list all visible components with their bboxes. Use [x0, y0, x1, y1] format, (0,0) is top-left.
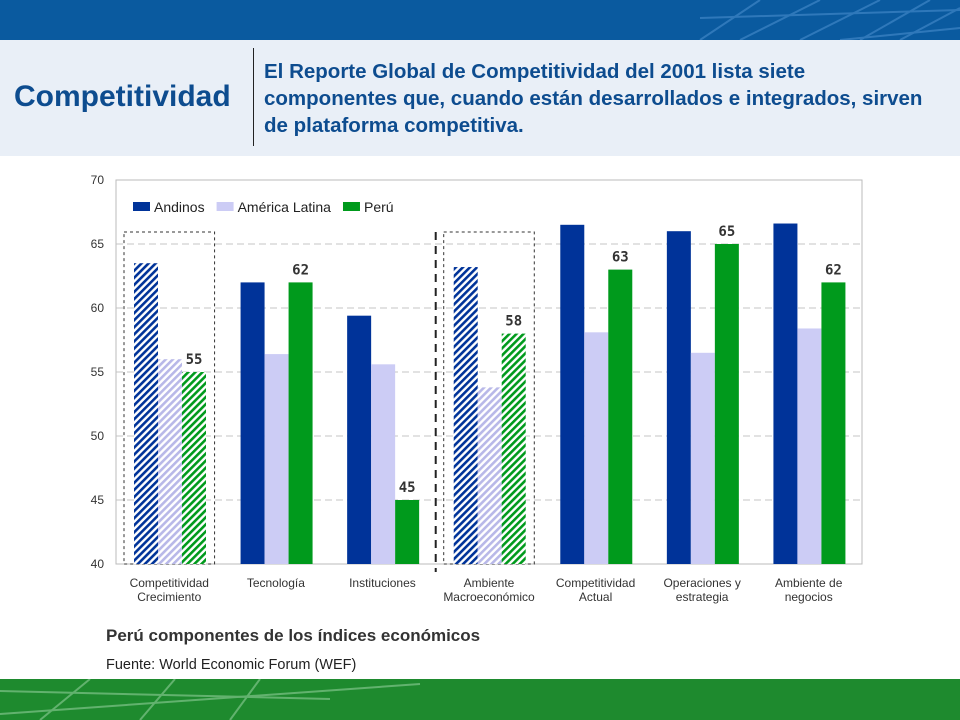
x-tick-label: Actual [579, 590, 612, 604]
highlight-box [123, 231, 216, 565]
bar-america-latina [371, 364, 396, 564]
y-tick-label: 65 [91, 237, 105, 251]
banner-pattern [699, 0, 960, 40]
bar-america-latina [797, 328, 822, 564]
x-tick-label: Ambiente [464, 576, 515, 590]
bar-andinos [134, 263, 158, 564]
bar-peru [501, 333, 526, 564]
y-tick-label: 45 [91, 493, 105, 507]
legend-swatch [133, 202, 150, 211]
y-tick-label: 70 [91, 173, 105, 187]
bar-andinos [560, 224, 585, 565]
bar-andinos [347, 315, 372, 564]
bar-andinos [453, 267, 478, 564]
data-label: 62 [825, 262, 842, 278]
top-banner [0, 0, 960, 40]
highlight-box [443, 231, 535, 565]
data-label: 63 [612, 250, 629, 266]
bar-peru [288, 282, 313, 564]
legend-swatch [216, 202, 234, 211]
bar-andinos [240, 282, 265, 564]
bar-chart: 4045505560657055CompetitividadCrecimient… [91, 173, 863, 604]
chart-title: Perú componentes de los índices económic… [106, 626, 481, 645]
bottom-banner-pattern [0, 679, 421, 720]
headline: El Reporte Global de Competitividad del … [264, 60, 923, 137]
x-tick-label: Ambiente de [775, 576, 843, 590]
x-tick-label: Operaciones y [663, 576, 740, 590]
x-tick-label: negocios [785, 590, 833, 604]
data-label: 55 [186, 352, 203, 368]
header-divider [253, 48, 254, 146]
legend-label: Perú [364, 199, 394, 215]
bar-peru [714, 244, 739, 564]
data-label: 62 [292, 262, 309, 278]
bar-america-latina [158, 359, 182, 564]
bar-andinos [773, 223, 798, 564]
y-tick-label: 60 [91, 301, 105, 315]
bottom-banner [0, 679, 960, 720]
bar-america-latina [264, 354, 289, 564]
section-title: Competitividad [14, 80, 231, 113]
x-tick-label: estrategia [676, 590, 729, 604]
bar-andinos [666, 231, 691, 564]
chart-source: Fuente: World Economic Forum (WEF) [106, 657, 357, 673]
data-label: 65 [718, 224, 735, 240]
data-label: 45 [399, 480, 416, 496]
x-tick-label: Tecnología [247, 576, 305, 590]
bar-america-latina [477, 387, 502, 564]
x-tick-label: Crecimiento [137, 590, 201, 604]
x-tick-label: Competitividad [556, 576, 635, 590]
legend-label: Andinos [154, 199, 205, 215]
data-label: 58 [505, 314, 522, 330]
y-tick-label: 40 [91, 557, 105, 571]
legend-swatch [342, 202, 360, 211]
x-tick-label: Competitividad [130, 576, 209, 590]
x-tick-label: Instituciones [349, 576, 416, 590]
bar-america-latina [584, 332, 609, 564]
legend-label: América Latina [238, 199, 332, 215]
bar-peru [395, 500, 420, 564]
bar-america-latina [690, 352, 715, 564]
bar-peru [182, 372, 206, 564]
y-tick-label: 55 [91, 365, 105, 379]
x-tick-label: Macroeconómico [443, 590, 535, 604]
y-tick-label: 50 [91, 429, 105, 443]
bar-peru [608, 269, 633, 564]
bar-peru [821, 282, 846, 564]
header-band [0, 40, 960, 156]
